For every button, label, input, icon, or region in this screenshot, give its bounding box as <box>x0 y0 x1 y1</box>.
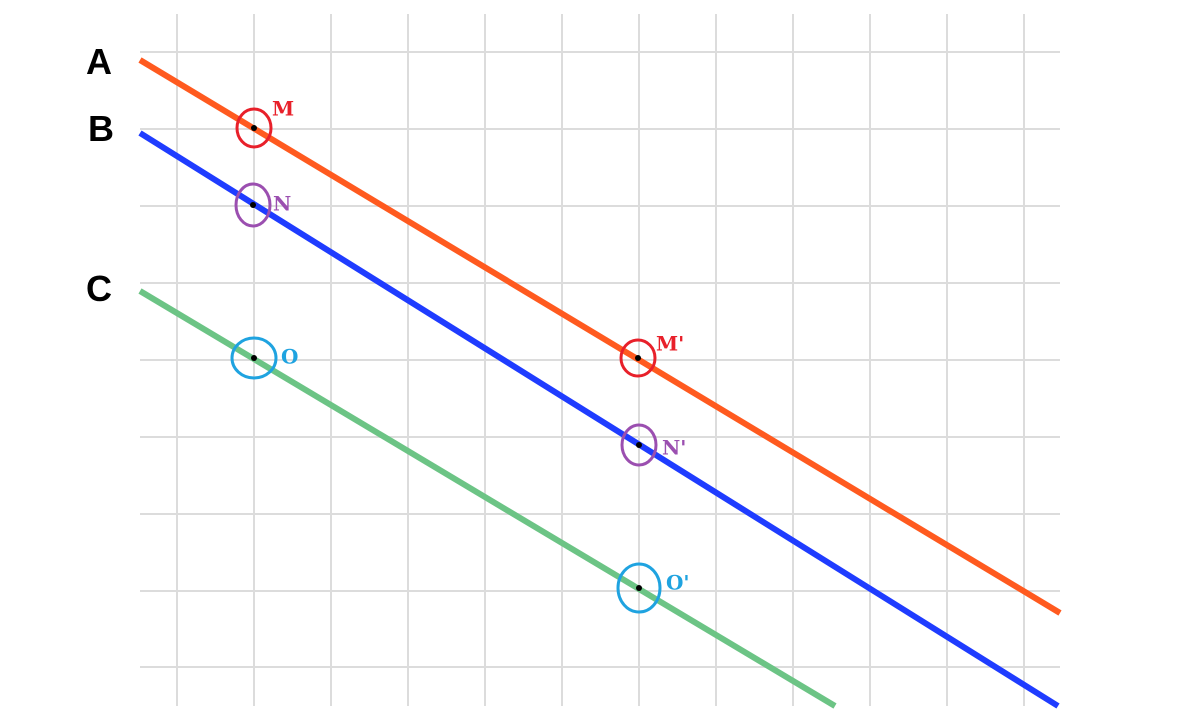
line-label-a: A <box>86 41 112 82</box>
point-o-prime-circle <box>616 562 662 614</box>
line-a <box>138 57 1062 616</box>
line-label-c: C <box>86 268 112 309</box>
point-o-prime: O' <box>616 562 690 614</box>
point-o-circle <box>230 336 278 380</box>
point-n-prime-label: N' <box>662 436 686 460</box>
point-n-label: N <box>273 192 291 216</box>
line-b <box>138 130 1060 709</box>
point-m-prime: M' <box>619 332 684 378</box>
lines-group <box>138 57 1062 709</box>
point-o: O <box>230 336 298 380</box>
point-n-prime-circle <box>620 423 658 467</box>
background-grid <box>140 14 1060 706</box>
point-m-dot <box>251 125 257 131</box>
point-n-prime-dot <box>636 442 642 448</box>
point-m-label: M <box>272 97 294 121</box>
point-m: M <box>235 97 294 149</box>
point-m-prime-circle <box>619 338 657 378</box>
point-n-prime: N' <box>620 423 686 467</box>
point-n: N <box>234 182 291 228</box>
point-o-dot <box>251 355 257 361</box>
point-m-circle <box>235 107 273 149</box>
point-n-circle <box>234 182 272 228</box>
point-o-prime-label: O' <box>666 571 690 595</box>
points-group: M N O M' N' O' <box>230 97 690 614</box>
point-m-prime-label: M' <box>656 332 684 356</box>
point-o-label: O <box>281 345 298 369</box>
line-label-b: B <box>88 108 114 149</box>
point-n-dot <box>250 202 256 208</box>
point-m-prime-dot <box>635 355 641 361</box>
point-o-prime-dot <box>636 585 642 591</box>
